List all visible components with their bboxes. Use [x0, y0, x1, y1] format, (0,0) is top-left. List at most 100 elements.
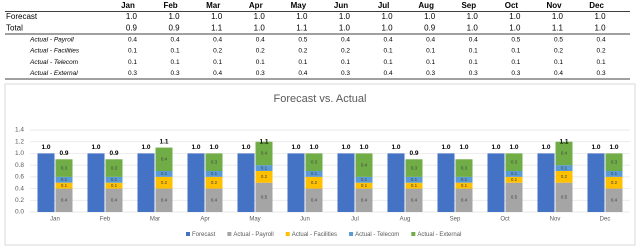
cell: 0.1: [341, 59, 350, 66]
segment-label: 0.1: [61, 177, 68, 182]
cell: 1.0: [168, 12, 180, 21]
actual-segment: [555, 182, 573, 212]
y-tick-label: 0.0: [15, 209, 24, 216]
cell: 1.0: [296, 12, 308, 21]
cell: 0.2: [213, 48, 222, 55]
segment-label: 0.1: [461, 183, 468, 188]
actual-segment: [405, 159, 423, 177]
actual-segment: [555, 171, 573, 183]
actual-segment: [305, 153, 323, 171]
segment-label: 0.4: [461, 197, 468, 202]
forecast-label: 1.0: [291, 144, 300, 151]
cell: 0.2: [554, 48, 563, 55]
cell: 0.4: [554, 70, 563, 77]
cell: 0.5: [511, 36, 520, 43]
segment-label: 0.1: [61, 183, 68, 188]
segment-label: 0.4: [411, 197, 418, 202]
cell: 0.1: [384, 59, 393, 66]
segment-label: 0.1: [211, 171, 218, 176]
legend-label: Actual - Facilities: [292, 232, 337, 238]
column-header: Dec: [589, 1, 604, 10]
cell: 1.0: [211, 12, 223, 21]
cell: 0.4: [128, 36, 137, 43]
segment-label: 0.1: [511, 171, 518, 176]
cell: 0.1: [171, 48, 180, 55]
actual-segment: [155, 147, 173, 171]
segment-label: 0.1: [411, 177, 418, 182]
forecast-bar: [337, 153, 355, 212]
row-label: Actual - External: [29, 70, 78, 77]
segment-label: 0.1: [111, 183, 118, 188]
segment-label: 0.3: [411, 165, 418, 170]
segment-label: 0.2: [561, 174, 568, 179]
forecast-label: 1.0: [441, 144, 450, 151]
cell: 0.4: [256, 36, 265, 43]
legend-swatch: [285, 232, 290, 236]
forecast-label: 1.0: [591, 144, 600, 151]
x-tick-label: May: [249, 217, 260, 223]
segment-label: 0.1: [161, 171, 168, 176]
cell: 0.3: [511, 70, 520, 77]
cell: 0.3: [426, 70, 435, 77]
column-header: Nov: [546, 1, 562, 10]
segment-label: 0.2: [161, 180, 168, 185]
cell: 0.9: [168, 23, 180, 32]
x-tick-label: Jan: [50, 217, 60, 223]
column-header: Mar: [206, 1, 220, 10]
legend-swatch: [349, 232, 354, 236]
segment-label: 0.3: [461, 165, 468, 170]
actual-segment: [605, 171, 623, 177]
cell: 0.1: [256, 59, 265, 66]
actual-segment: [505, 176, 523, 183]
legend-swatch: [411, 232, 416, 236]
segment-label: 0.1: [361, 177, 368, 182]
segment-label: 0.3: [111, 165, 118, 170]
segment-label: 0.4: [611, 197, 618, 202]
x-tick-label: Dec: [600, 217, 611, 223]
segment-label: 0.2: [611, 180, 618, 185]
segment-label: 0.1: [261, 165, 268, 170]
cell: 0.1: [298, 59, 307, 66]
segment-label: 0.1: [461, 177, 468, 182]
actual-segment: [205, 171, 223, 177]
cell: 1.0: [126, 12, 138, 21]
total-label: 1.1: [259, 138, 268, 145]
x-tick-label: Nov: [550, 217, 561, 223]
actual-segment: [355, 176, 373, 183]
y-tick-label: 1.2: [15, 138, 24, 145]
legend-swatch: [227, 232, 232, 236]
actual-segment: [105, 182, 123, 189]
cell: 0.1: [554, 59, 563, 66]
cell: 1.0: [339, 12, 351, 21]
legend-swatch: [186, 232, 190, 236]
segment-label: 0.4: [211, 197, 218, 202]
x-tick-label: Aug: [400, 217, 411, 223]
cell: 0.1: [128, 59, 137, 66]
forecast-label: 1.0: [141, 144, 150, 151]
segment-label: 0.3: [211, 159, 218, 164]
total-label: 1.0: [459, 144, 468, 151]
segment-label: 0.1: [611, 171, 618, 176]
actual-segment: [405, 182, 423, 189]
total-label: 1.0: [209, 144, 218, 151]
cell: 0.4: [384, 36, 393, 43]
actual-segment: [105, 159, 123, 177]
cell: 0.1: [469, 48, 478, 55]
actual-segment: [555, 165, 573, 171]
forecast-label: 1.0: [91, 144, 100, 151]
actual-segment: [505, 182, 523, 212]
cell: 0.3: [469, 70, 478, 77]
segment-label: 0.1: [411, 183, 418, 188]
forecast-label: 1.0: [541, 144, 550, 151]
total-label: 1.0: [309, 144, 318, 151]
y-tick-label: 0.2: [15, 197, 24, 204]
cell: 0.4: [341, 36, 350, 43]
cell: 0.3: [256, 70, 265, 77]
total-label: 1.0: [509, 144, 518, 151]
actual-segment: [405, 188, 423, 212]
cell: 1.0: [552, 12, 564, 21]
forecast-bar: [37, 153, 55, 212]
cell: 1.0: [467, 12, 479, 21]
cell: 0.1: [384, 48, 393, 55]
cell: 1.0: [381, 23, 393, 32]
